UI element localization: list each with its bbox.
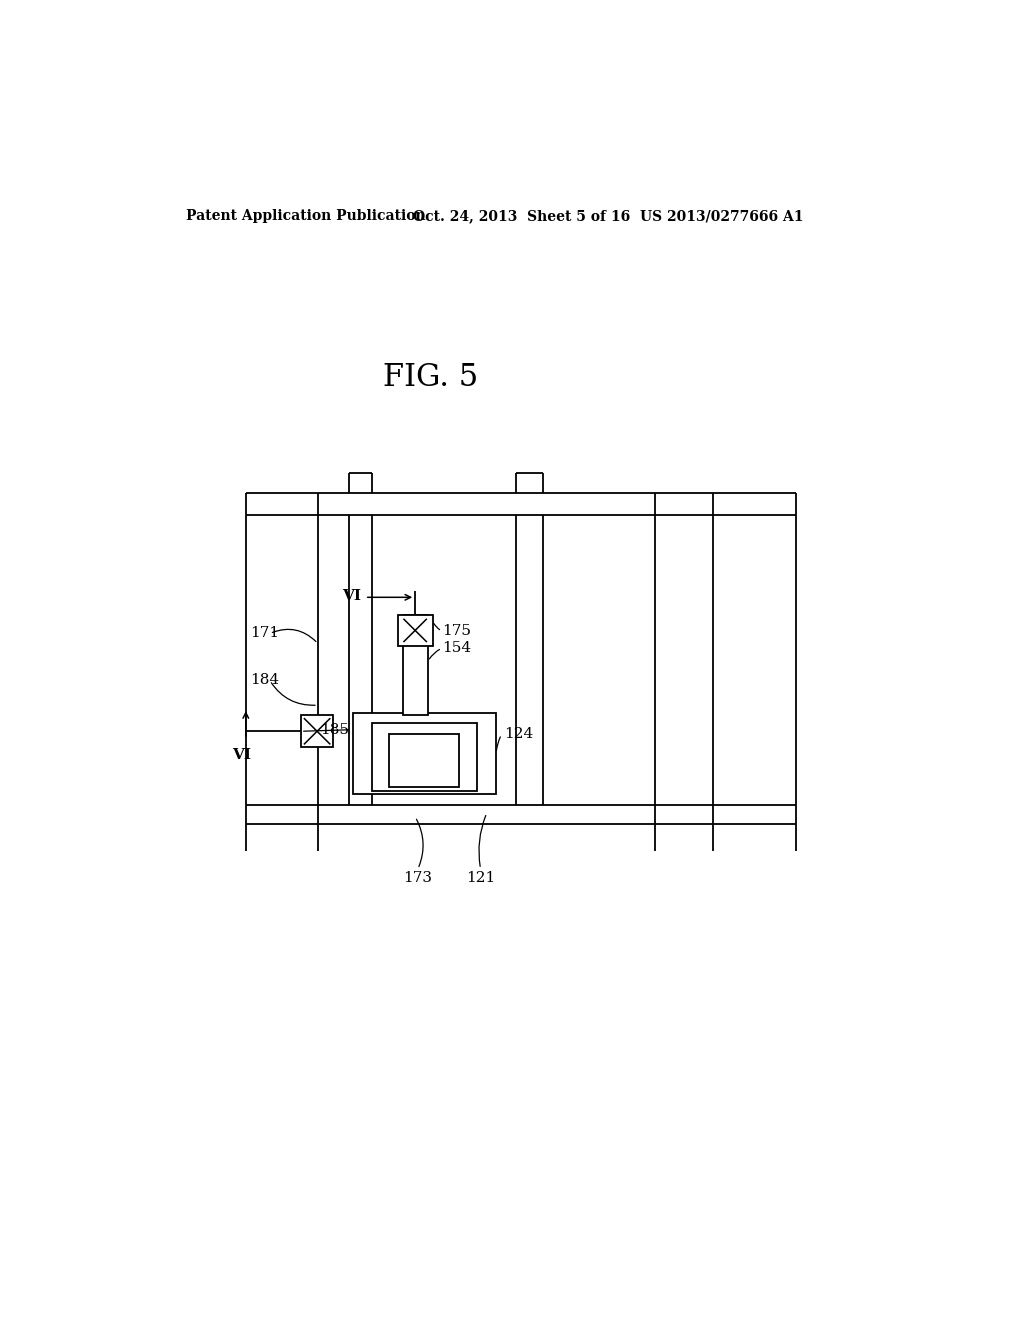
Text: FIG. 5: FIG. 5 xyxy=(383,363,478,393)
Text: 124: 124 xyxy=(504,727,534,742)
Text: US 2013/0277666 A1: US 2013/0277666 A1 xyxy=(640,209,803,223)
Bar xyxy=(372,723,477,791)
Bar xyxy=(397,615,432,645)
Text: VI: VI xyxy=(232,748,252,762)
Text: 185: 185 xyxy=(319,723,349,737)
Text: 121: 121 xyxy=(466,871,496,886)
Bar xyxy=(352,713,496,793)
Text: 154: 154 xyxy=(442,642,471,655)
Text: 184: 184 xyxy=(251,673,280,688)
Text: 173: 173 xyxy=(403,871,432,886)
Bar xyxy=(389,734,459,787)
Bar xyxy=(403,615,428,715)
Text: Oct. 24, 2013  Sheet 5 of 16: Oct. 24, 2013 Sheet 5 of 16 xyxy=(414,209,631,223)
Text: 171: 171 xyxy=(251,627,280,640)
Bar xyxy=(301,715,334,747)
Text: VI: VI xyxy=(342,589,360,603)
Text: Patent Application Publication: Patent Application Publication xyxy=(186,209,426,223)
Text: 175: 175 xyxy=(442,624,471,638)
